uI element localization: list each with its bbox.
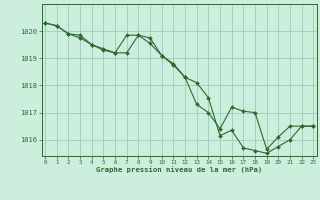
X-axis label: Graphe pression niveau de la mer (hPa): Graphe pression niveau de la mer (hPa) xyxy=(96,167,262,173)
